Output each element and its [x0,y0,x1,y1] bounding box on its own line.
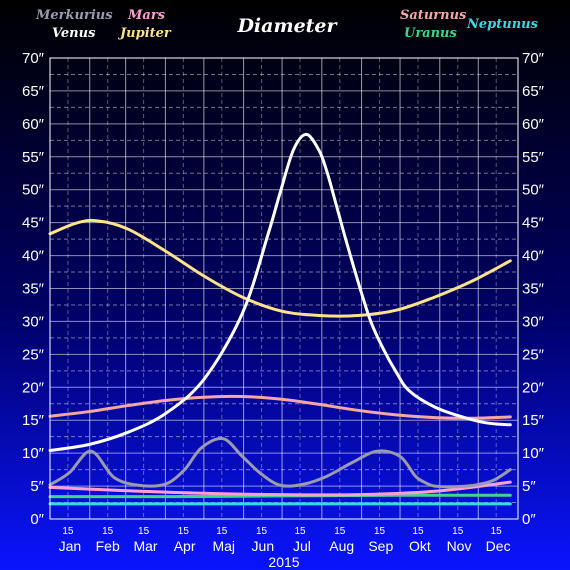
x-month-label: Sep [368,538,393,554]
y-tick-label-right: 60″ [522,116,545,133]
legend-merkurius: Merkurius [35,8,113,23]
y-tick-label-left: 65″ [22,83,45,100]
legend-venus: Venus [52,26,96,41]
series-layer [48,132,512,506]
y-tick-label-left: 0″ [30,511,44,528]
x-day-label: 15 [374,526,386,537]
x-month-label: Dec [486,538,511,554]
x-month-label: Nov [447,538,472,554]
x-day-label: 15 [138,526,150,537]
x-day-label: 15 [412,526,424,537]
y-tick-label-left: 35″ [22,281,45,298]
y-tick-label-left: 10″ [22,445,45,462]
axes: 0″ 0″ 5″ 5″ 10″ 10″ 15″ 15″ 20″ 20″ 25″ 25″ 30″ 30″ 35… [22,50,545,554]
x-day-label: 15 [294,526,306,537]
plot-border [49,57,519,520]
x-month-label: Maj [212,538,235,554]
y-tick-label-right: 55″ [522,149,545,166]
y-tick-label-left: 40″ [22,248,45,265]
x-month-label: Jul [293,538,311,554]
legend-neptunus: Neptunus [466,17,539,32]
x-month-label: Jan [59,538,82,554]
y-tick-label-left: 70″ [22,50,45,67]
y-tick-label-left: 55″ [22,149,45,166]
x-day-label: 15 [216,526,228,537]
x-month-label: Aug [329,538,354,554]
x-day-label: 15 [452,526,464,537]
y-tick-label-right: 30″ [522,313,545,330]
y-tick-label-right: 50″ [522,182,545,199]
y-tick-label-left: 30″ [22,313,45,330]
series-line-venus [48,132,512,452]
y-tick-label-right: 40″ [522,248,545,265]
y-tick-label-right: 70″ [522,50,545,67]
series-line-jupiter [48,218,512,318]
series-line-merkurius [48,436,512,489]
y-tick-label-left: 50″ [22,182,45,199]
x-day-label: 15 [491,526,503,537]
x-month-label: Apr [174,538,196,554]
y-tick-label-right: 65″ [522,83,545,100]
y-tick-label-right: 20″ [522,379,545,396]
x-month-label: Feb [96,538,120,554]
legend-mars: Mars [127,8,166,23]
x-month-label: Okt [409,538,431,554]
y-tick-label-left: 25″ [22,346,45,363]
legend-uranus: Uranus [404,26,458,41]
y-tick-label-right: 35″ [522,281,545,298]
y-tick-label-left: 60″ [22,116,45,133]
x-day-label: 15 [102,526,114,537]
y-tick-label-right: 0″ [522,511,536,528]
legend-jupiter: Jupiter [117,26,172,41]
year-label: 2015 [268,554,299,570]
chart-title: Diameter [236,15,338,37]
y-tick-label-right: 5″ [522,478,536,495]
y-tick-label-right: 15″ [522,412,545,429]
x-month-label: Mar [133,538,157,554]
y-tick-label-left: 15″ [22,412,45,429]
x-day-label: 15 [62,526,74,537]
y-tick-label-left: 5″ [30,478,44,495]
x-day-label: 15 [178,526,190,537]
y-tick-label-right: 45″ [522,215,545,232]
x-month-label: Jun [252,538,275,554]
x-day-label: 15 [334,526,346,537]
y-tick-label-left: 45″ [22,215,45,232]
series-line-saturnus [48,394,512,420]
y-tick-label-right: 25″ [522,346,545,363]
y-tick-label-right: 10″ [522,445,545,462]
legend-saturnus: Saturnus [400,8,467,23]
legend: Merkurius Mars Venus Jupiter Saturnus Ur… [35,8,539,41]
y-tick-label-left: 20″ [22,379,45,396]
x-day-label: 15 [256,526,268,537]
series-line-mars [48,480,512,497]
